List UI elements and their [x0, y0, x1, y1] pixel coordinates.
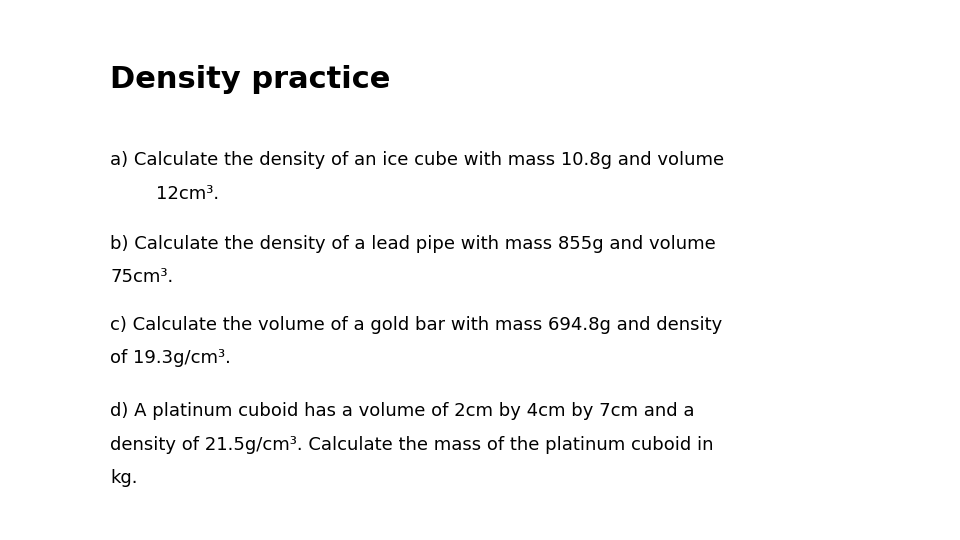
Text: 75cm³.: 75cm³.	[110, 268, 174, 286]
Text: b) Calculate the density of a lead pipe with mass 855g and volume: b) Calculate the density of a lead pipe …	[110, 235, 716, 253]
Text: kg.: kg.	[110, 469, 138, 487]
Text: density of 21.5g/cm³. Calculate the mass of the platinum cuboid in: density of 21.5g/cm³. Calculate the mass…	[110, 436, 714, 454]
Text: 12cm³.: 12cm³.	[110, 185, 220, 202]
Text: of 19.3g/cm³.: of 19.3g/cm³.	[110, 349, 231, 367]
Text: c) Calculate the volume of a gold bar with mass 694.8g and density: c) Calculate the volume of a gold bar wi…	[110, 316, 723, 334]
Text: a) Calculate the density of an ice cube with mass 10.8g and volume: a) Calculate the density of an ice cube …	[110, 151, 725, 169]
Text: d) A platinum cuboid has a volume of 2cm by 4cm by 7cm and a: d) A platinum cuboid has a volume of 2cm…	[110, 402, 695, 420]
Text: Density practice: Density practice	[110, 65, 391, 94]
